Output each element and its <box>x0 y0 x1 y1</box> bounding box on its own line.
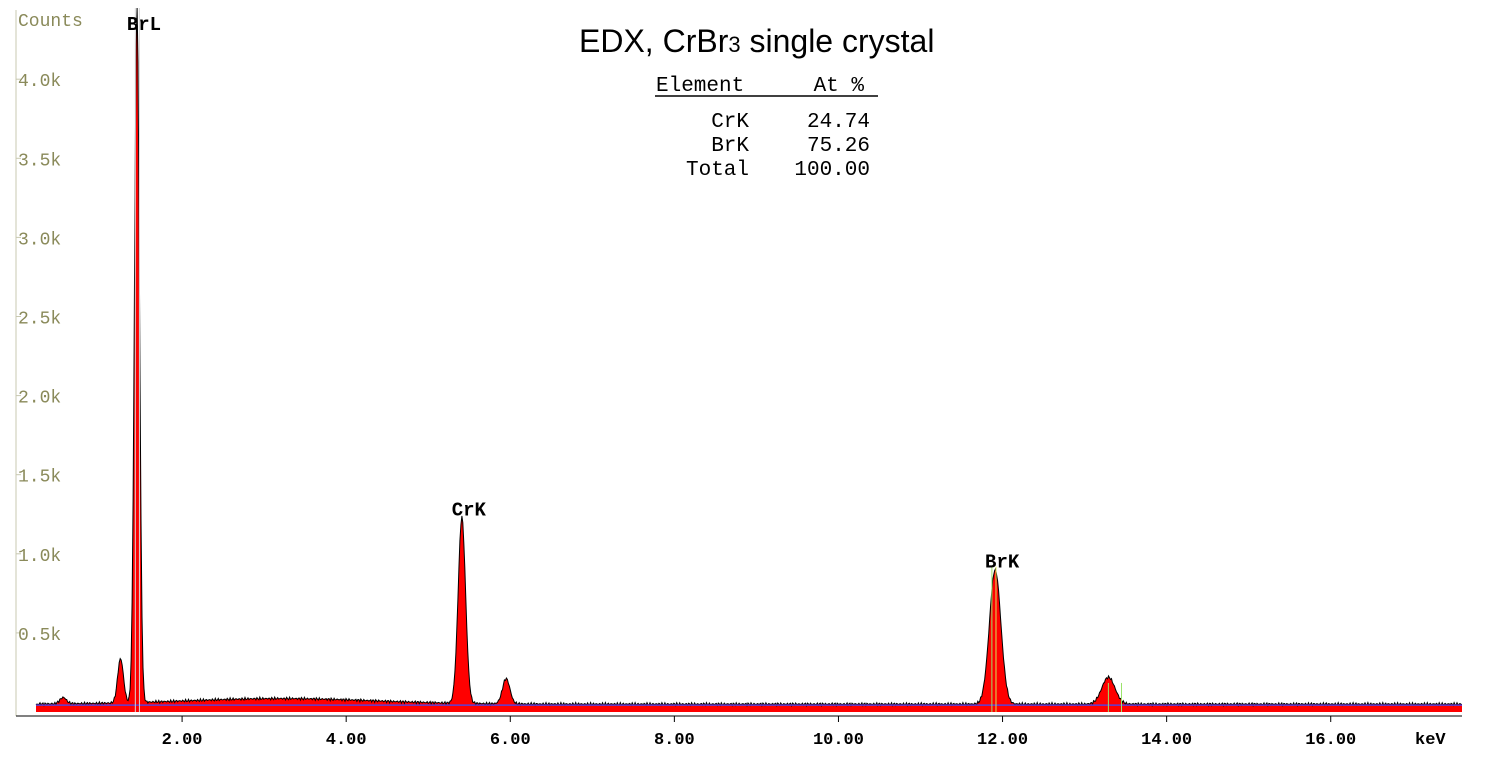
marker-lines <box>134 8 1123 712</box>
y-axis-label: Counts <box>18 12 83 32</box>
x-tick-label: 4.00 <box>326 731 367 750</box>
x-tick-label: 12.00 <box>977 731 1028 750</box>
spectrum-outline <box>35 7 1462 708</box>
y-tick-label: 0.5k <box>18 626 61 646</box>
spectrum-fill <box>36 8 1462 712</box>
x-tick-label: 2.00 <box>162 731 203 750</box>
peak-label: BrL <box>127 14 161 36</box>
spectrum <box>35 7 1462 712</box>
table-cell-element: CrK <box>711 111 749 134</box>
x-tick-label: 16.00 <box>1305 731 1356 750</box>
chart-title: EDX, CrBr3 single crystal <box>579 23 934 59</box>
table-cell-value: 75.26 <box>807 135 870 158</box>
composition-table: Element At % CrK 24.74 BrK 75.26 Total 100.00 <box>655 75 878 182</box>
x-axis-label: keV <box>1415 731 1446 750</box>
table-header-at: At % <box>814 75 865 98</box>
x-tick-label: 6.00 <box>490 731 531 750</box>
table-cell-value: 100.00 <box>794 159 870 182</box>
y-tick-label: 3.0k <box>18 230 61 250</box>
y-tick-label: 3.5k <box>18 151 61 171</box>
peak-label: BrK <box>985 552 1020 574</box>
y-tick-label: 2.0k <box>18 389 61 409</box>
table-header-element: Element <box>656 75 744 98</box>
x-tick-label: 8.00 <box>654 731 695 750</box>
table-cell-value: 24.74 <box>807 111 870 134</box>
y-tick-label: 1.0k <box>18 547 61 567</box>
table-cell-element: Total <box>686 159 749 182</box>
x-tick-label: 10.00 <box>813 731 864 750</box>
axes: 0.5k 1.0k 1.5k 2.0k 2.5k 3.0k 3.5k 4.0k 2.00 4.00… <box>15 10 1462 750</box>
y-tick-label: 2.5k <box>18 309 61 329</box>
peak-label: CrK <box>452 499 487 521</box>
table-cell-element: BrK <box>711 135 749 158</box>
x-tick-label: 14.00 <box>1141 731 1192 750</box>
y-tick-label: 1.5k <box>18 468 61 488</box>
y-tick-label: 4.0k <box>18 72 61 92</box>
